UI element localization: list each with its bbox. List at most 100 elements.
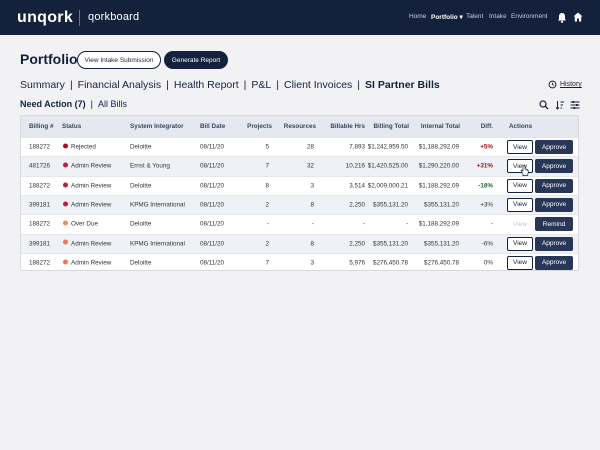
status-label: Admin Review [71, 201, 112, 209]
search-icon[interactable] [539, 100, 549, 110]
billing-total: $1,420,525.00 [367, 162, 408, 170]
status-dot [63, 259, 68, 265]
bill-date: 08/11/20 [200, 220, 225, 228]
billing-number: 399181 [29, 240, 51, 248]
col-system-integrator[interactable]: System Integrator [130, 123, 184, 130]
view-intake-submission-button[interactable]: View Intake Submission [77, 51, 161, 69]
table-header: Billing # Status System Integrator Bill … [21, 116, 578, 137]
col-resources[interactable]: Resources [283, 123, 316, 130]
approve-button[interactable]: Approve [535, 178, 573, 193]
table-row: 188272 Admin Review Deloitte 08/11/20 7 … [21, 252, 578, 270]
status-dot [63, 201, 68, 207]
table-row: 481726 Admin Review Ernst & Young 08/11/… [21, 156, 578, 176]
tab-si-partner-bills[interactable]: SI Partner Bills [365, 79, 440, 91]
unqork-logo[interactable]: unqork [17, 9, 74, 26]
system-integrator: KPMG International [130, 240, 185, 248]
projects: 2 [265, 201, 269, 209]
col-projects[interactable]: Projects [247, 123, 272, 130]
resources: 28 [306, 143, 314, 151]
tab-need-action[interactable]: Need Action (7) [20, 99, 86, 109]
tab-client-invoices[interactable]: Client Invoices [284, 79, 353, 91]
diff-value: +3% [480, 201, 493, 209]
approve-button[interactable]: Approve [535, 255, 573, 270]
billable-hrs: 5,976 [349, 259, 365, 267]
pointer-cursor-icon [520, 165, 529, 176]
internal-total: $355,131.20 [423, 240, 459, 248]
nav-portfolio[interactable]: Portfolio ▾ [431, 14, 463, 21]
col-billing-number[interactable]: Billing # [29, 123, 54, 130]
diff-value: -6% [481, 240, 493, 248]
col-diff[interactable]: Diff. [480, 123, 493, 130]
resources: - [311, 220, 314, 228]
approve-button[interactable]: Approve [535, 236, 573, 251]
logo-divider [79, 10, 80, 26]
view-button[interactable]: View [507, 236, 533, 251]
bell-icon[interactable] [557, 12, 567, 23]
projects: 5 [265, 143, 269, 151]
status-cell: Over Due [63, 220, 98, 228]
resources: 3 [310, 259, 314, 267]
billable-hrs: - [362, 220, 365, 228]
view-button[interactable]: View [507, 178, 533, 193]
billable-hrs: 2,250 [349, 240, 365, 248]
internal-total: $1,290,220.00 [418, 162, 459, 170]
nav-intake[interactable]: Intake [489, 13, 507, 20]
col-status[interactable]: Status [62, 123, 82, 130]
product-name: qorkboard [88, 11, 140, 23]
bill-date: 08/11/20 [200, 259, 225, 267]
billing-number: 188272 [29, 259, 51, 267]
col-internal-total[interactable]: Internal Total [420, 123, 460, 130]
view-button[interactable]: View [507, 255, 533, 270]
col-billable-hrs[interactable]: Billable Hrs [330, 123, 365, 130]
nav-home[interactable]: Home [409, 13, 427, 20]
billable-hrs: 2,250 [349, 201, 365, 209]
status-label: Admin Review [71, 162, 112, 170]
billing-number: 188272 [29, 143, 51, 151]
generate-report-button[interactable]: Generate Report [164, 51, 228, 69]
tab-all-bills[interactable]: All Bills [98, 99, 128, 109]
table-row: 188272 Admin Review Deloitte 08/11/20 8 … [21, 175, 578, 195]
diff-value: +5% [480, 143, 493, 151]
diff-value: +31% [476, 162, 493, 170]
col-billing-total[interactable]: Billing Total [373, 123, 409, 130]
remind-button[interactable]: Remind [535, 217, 573, 232]
billing-total: $1,242,959.50 [367, 143, 408, 151]
bill-date: 08/11/20 [200, 201, 225, 209]
status-dot [63, 220, 68, 226]
tab-financial-analysis[interactable]: Financial Analysis [77, 79, 162, 91]
history-link[interactable]: History [548, 80, 582, 89]
approve-button[interactable]: Approve [535, 159, 573, 174]
system-integrator: Deloitte [130, 220, 152, 228]
status-label: Admin Review [71, 259, 112, 267]
projects: 2 [265, 240, 269, 248]
bill-filter-tabs: Need Action (7) | All Bills [20, 99, 127, 109]
bill-date: 08/11/20 [200, 182, 225, 190]
view-button[interactable]: View [507, 197, 533, 212]
page-title: Portfolio [20, 51, 78, 67]
tab-pnl[interactable]: P&L [251, 79, 272, 91]
nav-environment[interactable]: Environment [511, 13, 548, 20]
tab-health-report[interactable]: Health Report [173, 79, 239, 91]
status-cell: Admin Review [63, 239, 111, 247]
system-integrator: Deloitte [130, 143, 152, 151]
col-actions: Actions [509, 123, 533, 130]
col-bill-date[interactable]: Bill Date [200, 123, 226, 130]
internal-total: $276,450.78 [423, 259, 459, 267]
sort-icon[interactable] [555, 100, 565, 110]
approve-button[interactable]: Approve [535, 140, 573, 154]
projects: 7 [265, 162, 269, 170]
view-button[interactable]: View [507, 140, 533, 154]
diff-value: -18% [478, 182, 493, 190]
status-cell: Admin Review [63, 259, 111, 266]
projects: - [266, 220, 269, 228]
home-icon[interactable] [572, 11, 584, 23]
filter-icon[interactable] [570, 100, 580, 110]
bill-date: 08/11/20 [200, 162, 225, 170]
approve-button[interactable]: Approve [535, 197, 573, 212]
status-dot [63, 239, 68, 245]
nav-talent[interactable]: Talent [466, 13, 484, 20]
tab-summary[interactable]: Summary [20, 79, 65, 91]
tab-separator: | [166, 79, 169, 91]
partner-bills-table: Billing # Status System Integrator Bill … [20, 115, 579, 271]
status-cell: Rejected [63, 143, 96, 151]
